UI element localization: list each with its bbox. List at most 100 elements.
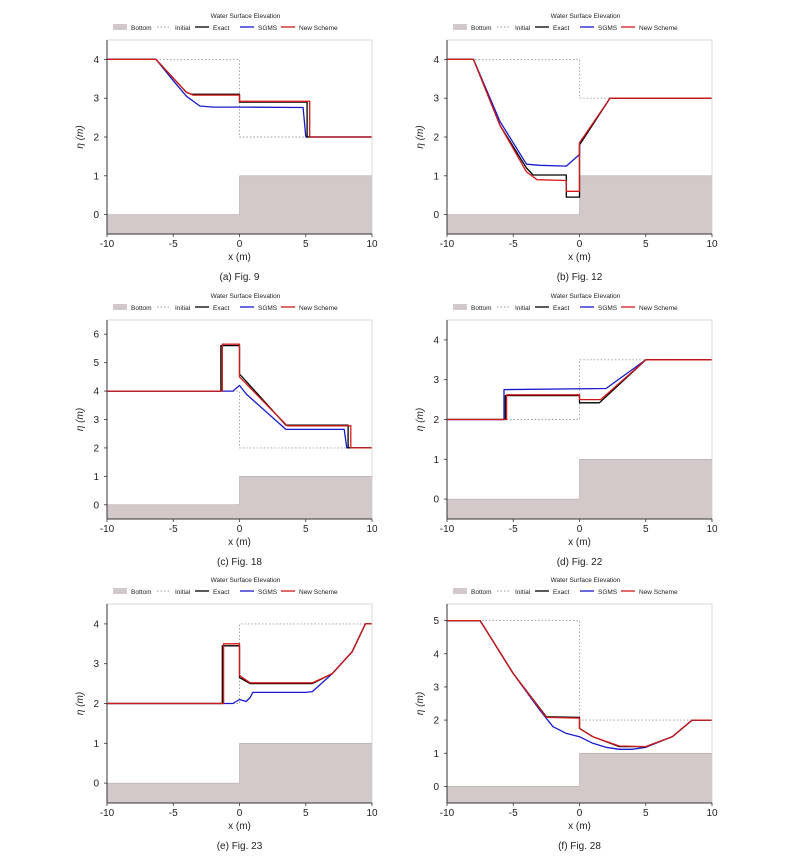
- x-tick-label: 10: [366, 524, 378, 535]
- x-tick-label: -5: [509, 808, 518, 819]
- legend-title: Water Surface Elevation: [551, 13, 621, 20]
- bottom-topography: [107, 476, 372, 519]
- y-tick-label: 4: [433, 55, 439, 66]
- y-tick-label: 3: [433, 375, 439, 386]
- series-line-new: [107, 343, 372, 449]
- legend: Water Surface Elevation Bottom Initial Exac…: [453, 293, 678, 312]
- bottom-topography: [107, 743, 372, 803]
- series-line-new: [107, 623, 372, 705]
- y-tick-label: 2: [433, 716, 439, 727]
- y-tick-label: 0: [433, 210, 439, 221]
- x-tick-label: 0: [577, 808, 583, 819]
- chart-panel-1: Water Surface Elevation Bottom Initial Exac…: [75, 13, 378, 283]
- y-tick-label: 3: [93, 94, 99, 105]
- bottom-topography: [447, 459, 712, 519]
- y-tick-label: 1: [433, 455, 439, 466]
- legend-label-sgms: SGMS: [258, 589, 278, 596]
- x-axis-label: x (m): [228, 537, 251, 548]
- legend-title: Water Surface Elevation: [551, 577, 621, 584]
- legend-label-initial: Initial: [175, 25, 191, 32]
- legend-label-initial: Initial: [175, 589, 191, 596]
- legend-title: Water Surface Elevation: [211, 577, 281, 584]
- x-tick-label: 0: [237, 239, 243, 250]
- chart-panel-4: Water Surface Elevation Bottom Initial Exac…: [415, 293, 718, 568]
- x-axis-label: x (m): [228, 821, 251, 832]
- y-tick-label: 3: [93, 415, 99, 426]
- y-tick-label: 0: [93, 779, 99, 790]
- panel-caption: (c) Fig. 18: [217, 557, 262, 568]
- y-tick-label: 0: [93, 210, 99, 221]
- y-tick-label: 4: [433, 649, 439, 660]
- legend-label-initial: Initial: [175, 305, 191, 312]
- legend-label-sgms: SGMS: [598, 305, 618, 312]
- legend-swatch-bottom: [453, 588, 467, 594]
- x-tick-label: 5: [643, 808, 649, 819]
- series-line-new: [107, 58, 372, 138]
- legend-label-sgms: SGMS: [258, 305, 278, 312]
- y-axis-label: η (m): [75, 692, 86, 715]
- legend-label-bottom: Bottom: [471, 25, 492, 32]
- x-tick-label: -5: [169, 808, 178, 819]
- y-axis-label: η (m): [415, 125, 426, 148]
- y-tick-label: 1: [93, 472, 99, 483]
- legend-label-exact: Exact: [213, 25, 229, 32]
- x-tick-label: 10: [366, 808, 378, 819]
- legend-label-new: New Scheme: [639, 305, 678, 312]
- x-tick-label: 10: [366, 239, 378, 250]
- y-axis-label: η (m): [415, 692, 426, 715]
- x-tick-label: 0: [237, 808, 243, 819]
- legend-label-exact: Exact: [553, 305, 569, 312]
- x-tick-label: -5: [509, 239, 518, 250]
- series-line-initial: [447, 58, 712, 99]
- y-tick-label: 4: [433, 335, 439, 346]
- y-tick-label: 5: [93, 358, 99, 369]
- y-tick-label: 3: [433, 682, 439, 693]
- panel-caption: (a) Fig. 9: [219, 272, 259, 283]
- x-tick-label: 0: [237, 524, 243, 535]
- x-tick-label: 10: [706, 239, 718, 250]
- y-tick-label: 0: [93, 500, 99, 511]
- y-tick-label: 4: [93, 55, 99, 66]
- legend-label-new: New Scheme: [639, 25, 678, 32]
- x-tick-label: -10: [100, 524, 115, 535]
- chart-panel-5: Water Surface Elevation Bottom Initial Exac…: [75, 577, 378, 852]
- legend-label-new: New Scheme: [299, 305, 338, 312]
- panel-caption: (e) Fig. 23: [217, 841, 263, 852]
- x-tick-label: -5: [509, 524, 518, 535]
- chart-panel-2: Water Surface Elevation Bottom Initial Exac…: [415, 13, 718, 283]
- series-line-sgms: [107, 384, 372, 449]
- series-line-new: [447, 58, 712, 192]
- x-tick-label: -5: [169, 524, 178, 535]
- legend: Water Surface Elevation Bottom Initial Exac…: [113, 293, 338, 312]
- legend-label-initial: Initial: [515, 589, 531, 596]
- x-axis-label: x (m): [568, 252, 591, 263]
- x-axis-label: x (m): [568, 537, 591, 548]
- bottom-topography: [447, 175, 712, 234]
- legend-label-new: New Scheme: [639, 589, 678, 596]
- y-axis-label: η (m): [75, 125, 86, 148]
- y-tick-label: 2: [93, 699, 99, 710]
- x-tick-label: -10: [440, 808, 455, 819]
- x-tick-label: 5: [643, 524, 649, 535]
- x-tick-label: 5: [303, 524, 309, 535]
- legend: Water Surface Elevation Bottom Initial Exac…: [113, 13, 338, 32]
- y-tick-label: 4: [93, 387, 99, 398]
- legend-label-bottom: Bottom: [131, 305, 152, 312]
- legend-title: Water Surface Elevation: [551, 293, 621, 300]
- legend-label-exact: Exact: [213, 305, 229, 312]
- legend-label-initial: Initial: [515, 305, 531, 312]
- y-tick-label: 1: [93, 739, 99, 750]
- legend-label-exact: Exact: [553, 589, 569, 596]
- legend-swatch-bottom: [113, 24, 127, 30]
- legend: Water Surface Elevation Bottom Initial Exac…: [113, 577, 338, 596]
- series-line-new: [447, 359, 712, 421]
- series-line-initial: [447, 359, 712, 420]
- x-tick-label: 5: [643, 239, 649, 250]
- y-tick-label: 6: [93, 330, 99, 341]
- chart-panel-6: Water Surface Elevation Bottom Initial Exac…: [415, 577, 718, 852]
- x-tick-label: -10: [100, 808, 115, 819]
- y-tick-label: 2: [433, 415, 439, 426]
- legend-label-bottom: Bottom: [471, 305, 492, 312]
